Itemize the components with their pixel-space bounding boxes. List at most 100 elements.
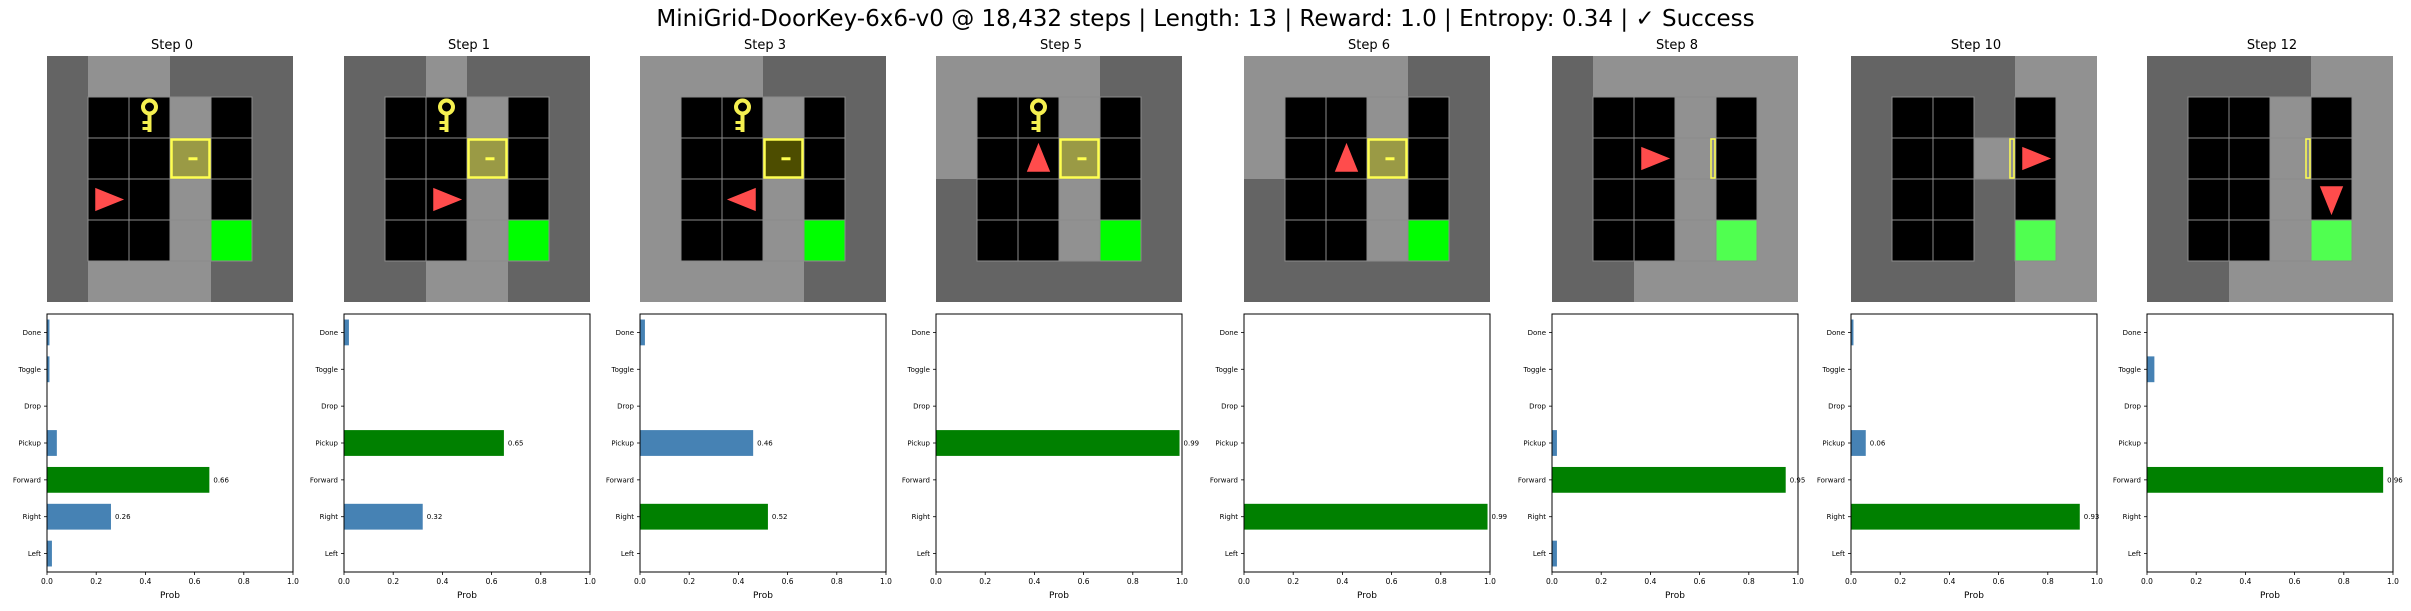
bar-value-label: 0.93 <box>2084 513 2100 521</box>
x-tick-label: 1.0 <box>2091 577 2103 586</box>
grid-cell-floor-dark <box>385 97 426 138</box>
grid-cell-wall <box>1974 220 2015 261</box>
grid-cell-wall <box>1326 261 1367 302</box>
action-tick-label: Toggle <box>17 366 41 374</box>
x-axis-title: Prob <box>160 591 180 601</box>
grid-cell-wall <box>1408 261 1449 302</box>
grid-cell-floor-dark <box>1716 97 1757 138</box>
x-tick-label: 0.8 <box>1743 577 1755 586</box>
grid-cell-floor-lit <box>1675 261 1716 302</box>
grid-cell-wall <box>845 220 886 261</box>
grid-cell-wall <box>1851 56 1892 97</box>
episode-step-panel: Step 6 Left Right 0.99 Forward Pickup Drop Togg… <box>1210 0 1507 611</box>
grid-cell-wall <box>1367 261 1408 302</box>
grid-cell-wall <box>2147 261 2188 302</box>
action-tick-label: Right <box>1528 513 1547 521</box>
grid-cell-floor-dark <box>977 179 1018 220</box>
grid-cell-floor-dark <box>1285 138 1326 179</box>
grid-cell-wall <box>1552 220 1593 261</box>
grid-cell-floor-dark <box>2015 179 2056 220</box>
step-title: Step 12 <box>2246 38 2298 53</box>
x-tick-label: 0.8 <box>2338 577 2350 586</box>
grid-cell-wall <box>804 56 845 97</box>
grid-cell-floor-dark <box>2188 179 2229 220</box>
grid-cell-floor-dark <box>1593 138 1634 179</box>
grid-line <box>1099 219 1142 262</box>
action-tick-label: Done <box>1528 329 1546 337</box>
grid-cell-goal-lit <box>2311 220 2352 261</box>
grid-cell-floor-lit <box>1244 56 1285 97</box>
grid-cell-wall <box>2147 220 2188 261</box>
grid-cell-floor-dark <box>1100 97 1141 138</box>
grid-cell-floor-lit <box>1018 56 1059 97</box>
action-tick-label: Done <box>616 329 634 337</box>
grid-cell-floor-dark <box>1716 179 1757 220</box>
action-tick-label: Done <box>320 329 338 337</box>
grid-cell-floor-lit <box>1059 56 1100 97</box>
grid-cell-wall <box>1892 261 1933 302</box>
grid-cell-wall <box>1933 56 1974 97</box>
grid-cell-wall <box>1892 56 1933 97</box>
step-title: Step 10 <box>1950 38 2002 53</box>
grid-cell-wall <box>1449 138 1490 179</box>
grid-cell-floor-lit <box>2056 261 2097 302</box>
x-tick-label: 0.0 <box>1238 577 1250 586</box>
prob-bar <box>1552 466 1786 493</box>
x-axis-title: Prob <box>457 591 477 601</box>
grid-cell-wall <box>845 261 886 302</box>
grid-cell-wall <box>1974 179 2015 220</box>
grid-line <box>1932 219 1975 262</box>
minigrid-view <box>640 56 886 302</box>
episode-step-panel: Step 5 Left Right Forward Pickup 0.99 Drop Togg… <box>902 0 1199 611</box>
grid-cell-wall <box>1974 97 2015 138</box>
prob-bar <box>344 503 423 530</box>
grid-cell-wall <box>1974 56 2015 97</box>
grid-cell-wall <box>1851 220 1892 261</box>
grid-cell-wall <box>977 261 1018 302</box>
x-tick-label: 1.0 <box>287 577 299 586</box>
grid-cell-floor-lit <box>1285 56 1326 97</box>
action-tick-label: Pickup <box>907 440 930 448</box>
grid-cell-floor-lit <box>977 56 1018 97</box>
grid-cell-floor-dark <box>804 97 845 138</box>
grid-cell-floor-lit <box>681 261 722 302</box>
plot-frame <box>1243 313 1491 573</box>
grid-cell-floor-dark <box>211 97 252 138</box>
action-prob-chart: Left Right Forward 0.96 Pickup Drop Toggle Done… <box>2113 313 2403 601</box>
x-tick-label: 0.8 <box>238 577 250 586</box>
grid-cell-wall <box>1552 179 1593 220</box>
action-tick-label: Right <box>2123 513 2142 521</box>
grid-cell-floor-lit <box>1757 97 1798 138</box>
grid-cell-goal-lit <box>2015 220 2056 261</box>
bar-value-label: 0.26 <box>115 513 131 521</box>
action-tick-label: Left <box>1533 550 1546 558</box>
action-prob-chart: Left Right Forward 0.95 Pickup Drop Toggle Done… <box>1518 313 1805 601</box>
x-tick-label: 1.0 <box>584 577 596 586</box>
grid-cell-floor-lit <box>2056 56 2097 97</box>
grid-cell-floor-lit <box>1675 56 1716 97</box>
grid-cell-wall <box>549 56 590 97</box>
grid-cell-floor-lit <box>2270 261 2311 302</box>
grid-cell-floor-lit <box>2270 179 2311 220</box>
grid-cell-floor-dark <box>1018 179 1059 220</box>
grid-cell-floor-lit <box>1675 97 1716 138</box>
grid-cell-goal <box>211 220 252 261</box>
prob-bar <box>47 503 111 530</box>
grid-cell-floor-lit <box>170 97 211 138</box>
x-tick-label: 0.8 <box>831 577 843 586</box>
action-prob-chart: Left Right 0.32 Forward Pickup 0.65 Drop Toggle… <box>310 313 596 601</box>
action-tick-label: Right <box>616 513 635 521</box>
grid-cell-floor-dark <box>1408 138 1449 179</box>
agent-icon <box>1334 142 1359 172</box>
grid-cell-wall <box>1974 261 2015 302</box>
x-tick-label: 0.2 <box>979 577 991 586</box>
x-tick-label: 0.6 <box>1694 577 1706 586</box>
x-tick-label: 0.2 <box>1894 577 1906 586</box>
grid-cell-floor-dark <box>508 97 549 138</box>
prob-bar <box>936 430 1180 456</box>
prob-bar <box>47 356 50 383</box>
prob-bar <box>47 466 210 493</box>
step-title: Step 3 <box>743 38 786 53</box>
grid-cell-floor-dark <box>211 179 252 220</box>
grid-cell-wall <box>845 97 886 138</box>
